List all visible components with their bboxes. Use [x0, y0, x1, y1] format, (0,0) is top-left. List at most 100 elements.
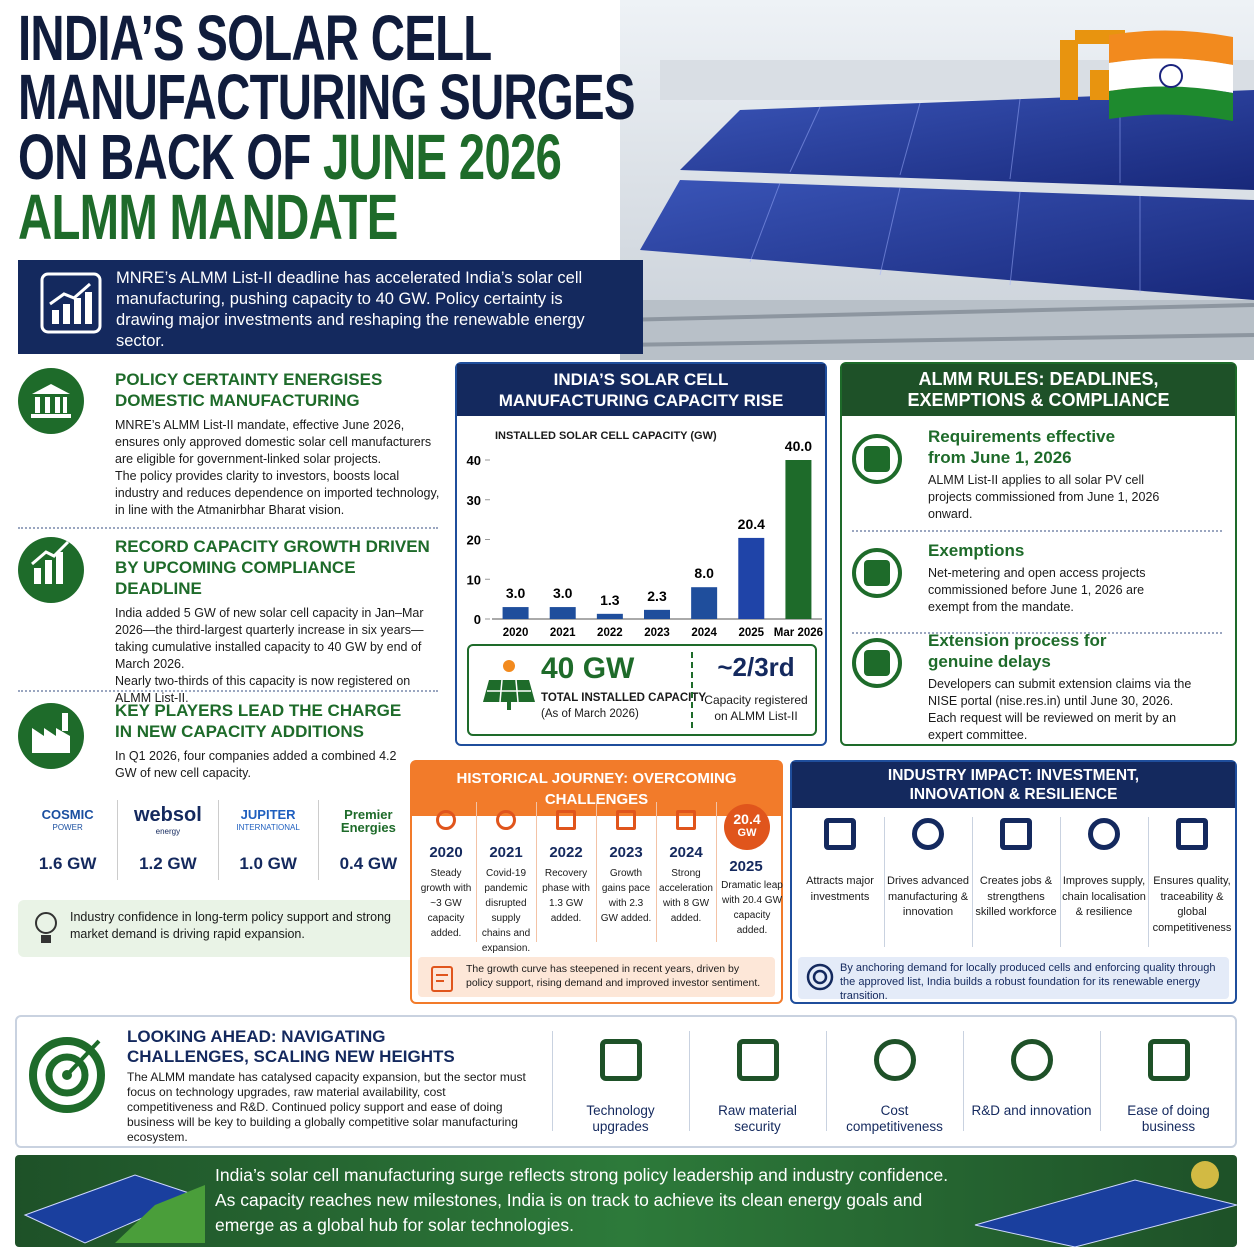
step-divider — [476, 802, 477, 942]
company: COSMIC POWER 1.6 GW — [18, 800, 117, 880]
outlook-icon — [733, 1035, 783, 1087]
company-capacity: 0.4 GW — [339, 854, 398, 873]
outlook-icon — [1144, 1035, 1194, 1087]
section-icon — [18, 368, 84, 434]
badge-unit: GW — [737, 827, 757, 839]
step-divider — [596, 802, 597, 942]
outlook-icon-shape — [1148, 1039, 1190, 1081]
section-glyphs — [31, 384, 71, 753]
impact-panel: INDUSTRY IMPACT: INVESTMENT, INNOVATION … — [790, 760, 1237, 1004]
outlook-text: The ALMM mandate has catalysed capacity … — [127, 1070, 526, 1144]
step-text: Steady growth with ~3 GW capacity added. — [420, 868, 472, 939]
title-text: ON BACK OF — [18, 121, 311, 193]
bar — [785, 460, 812, 619]
bar — [502, 607, 529, 619]
x-tick-label: 2022 — [597, 627, 623, 639]
footer-art — [23, 1161, 1237, 1247]
paragraph: Nearly two-thirds of this capacity is no… — [115, 674, 411, 705]
impact-icon — [998, 814, 1034, 854]
paragraph: In Q1 2026, four companies added a combi… — [115, 749, 397, 780]
x-tick-label: 2020 — [503, 627, 529, 639]
bar — [549, 607, 576, 619]
confidence-box: Industry confidence in long-term policy … — [18, 900, 440, 957]
y-axis-label: INSTALLED SOLAR CELL CAPACITY (GW) — [495, 430, 717, 442]
title-line: ALMM MANDATE — [18, 181, 398, 253]
outlook-text: Ease of doing business — [1127, 1103, 1210, 1134]
impact-divider — [884, 817, 885, 947]
outlook-divider — [552, 1031, 553, 1131]
paragraph: India added 5 GW of new solar cell capac… — [115, 606, 424, 671]
value-label: 8.0 — [694, 565, 714, 581]
outlook-icon-shape — [600, 1039, 642, 1081]
step-year: 2023 — [609, 844, 643, 861]
almm-heading: Extension process for genuine delays — [928, 631, 1107, 671]
impact-icon-shape — [912, 818, 944, 850]
footer-text: India’s solar cell manufacturing surge r… — [215, 1165, 949, 1235]
chart-panel: INDIA’S SOLAR CELL MANUFACTURING CAPACIT… — [455, 362, 827, 746]
outlook-icon-shape — [874, 1039, 916, 1081]
almm-icon — [852, 434, 902, 484]
y-tick-label: 30 — [467, 493, 481, 508]
company-name: COSMIC — [41, 807, 94, 822]
intro-text: MNRE’s ALMM List-II deadline has acceler… — [116, 269, 585, 350]
divider — [691, 652, 693, 728]
value-label: 3.0 — [553, 585, 573, 601]
impact-divider — [1148, 817, 1149, 947]
outlook-text: Cost competitiveness — [846, 1103, 943, 1134]
intro-banner: MNRE’s ALMM List-II deadline has acceler… — [18, 260, 643, 354]
step-divider — [536, 802, 537, 942]
impact-title: INDUSTRY IMPACT: INVESTMENT, INNOVATION … — [792, 762, 1235, 808]
step-year: 2025 — [729, 858, 763, 875]
stats-box: 40 GW TOTAL INSTALLED CAPACITY (As of Ma… — [467, 644, 817, 736]
y-tick-label: 20 — [467, 533, 481, 548]
paragraph: The policy provides clarity to investors… — [115, 469, 440, 517]
stat-label: Capacity registered on ALMM List-II — [704, 693, 808, 723]
almm-heading: Exemptions — [928, 541, 1025, 560]
x-tick-label: 2021 — [550, 627, 576, 639]
company-sub: POWER — [52, 823, 83, 832]
separator — [852, 530, 1222, 532]
impact-note-text: By anchoring demand for locally produced… — [840, 962, 1216, 1002]
company-sub: energy — [155, 826, 181, 836]
stat-label: TOTAL INSTALLED CAPACITY — [541, 692, 707, 704]
paragraph: MNRE’s ALMM List-II mandate, effective J… — [115, 418, 432, 466]
impact-text: Creates jobs & strengthens skilled workf… — [975, 875, 1057, 918]
almm-icon-core — [864, 446, 890, 472]
impact-icon — [1174, 814, 1210, 854]
bar-chart: 0 10 20 30 40 2020 3.0 2021 3.0 2022 1.3 2023 2.3 202… — [467, 438, 824, 639]
company: websol energy 1.2 GW — [117, 800, 217, 880]
outlook-icon-shape — [737, 1039, 779, 1081]
impact-icon-shape — [824, 818, 856, 850]
title-line: MANUFACTURING SURGES — [18, 61, 635, 133]
outlook-divider — [1100, 1031, 1101, 1131]
panel-icon — [483, 660, 535, 710]
company-sub: INTERNATIONAL — [236, 823, 300, 832]
company-capacity: 1.2 GW — [139, 854, 197, 873]
company-name: Premier Energies — [340, 807, 396, 835]
impact-icon-shape — [1088, 818, 1120, 850]
history-note: The growth curve has steepened in recent… — [418, 957, 775, 997]
company-logo: websol energy — [118, 800, 217, 842]
x-tick-label: 2025 — [738, 627, 764, 639]
outlook-title: LOOKING AHEAD: NAVIGATING CHALLENGES, SC… — [127, 1027, 455, 1066]
step-icon-shape — [436, 810, 456, 830]
title-highlight: JUNE 2026 — [322, 121, 562, 193]
footer-banner: India’s solar cell manufacturing surge r… — [15, 1155, 1237, 1247]
impact-icon-shape — [1000, 818, 1032, 850]
impact-icon — [910, 814, 946, 854]
step-icon-shape — [556, 810, 576, 830]
outlook-panel: LOOKING AHEAD: NAVIGATING CHALLENGES, SC… — [15, 1015, 1237, 1148]
almm-icon — [852, 548, 902, 598]
stat-value: 40 GW — [541, 652, 635, 685]
y-tick-label: 40 — [467, 453, 481, 468]
outlook-divider — [826, 1031, 827, 1131]
india-flag — [1109, 30, 1233, 121]
company-logo: COSMIC POWER — [18, 800, 117, 842]
section-heading: RECORD CAPACITY GROWTH DRIVEN BY UPCOMIN… — [115, 537, 430, 598]
stat-value: ~2/3rd — [717, 652, 795, 682]
bar — [596, 613, 623, 619]
almm-icon-core — [864, 560, 890, 586]
step-divider — [656, 802, 657, 942]
company-capacity: 1.0 GW — [239, 854, 297, 873]
